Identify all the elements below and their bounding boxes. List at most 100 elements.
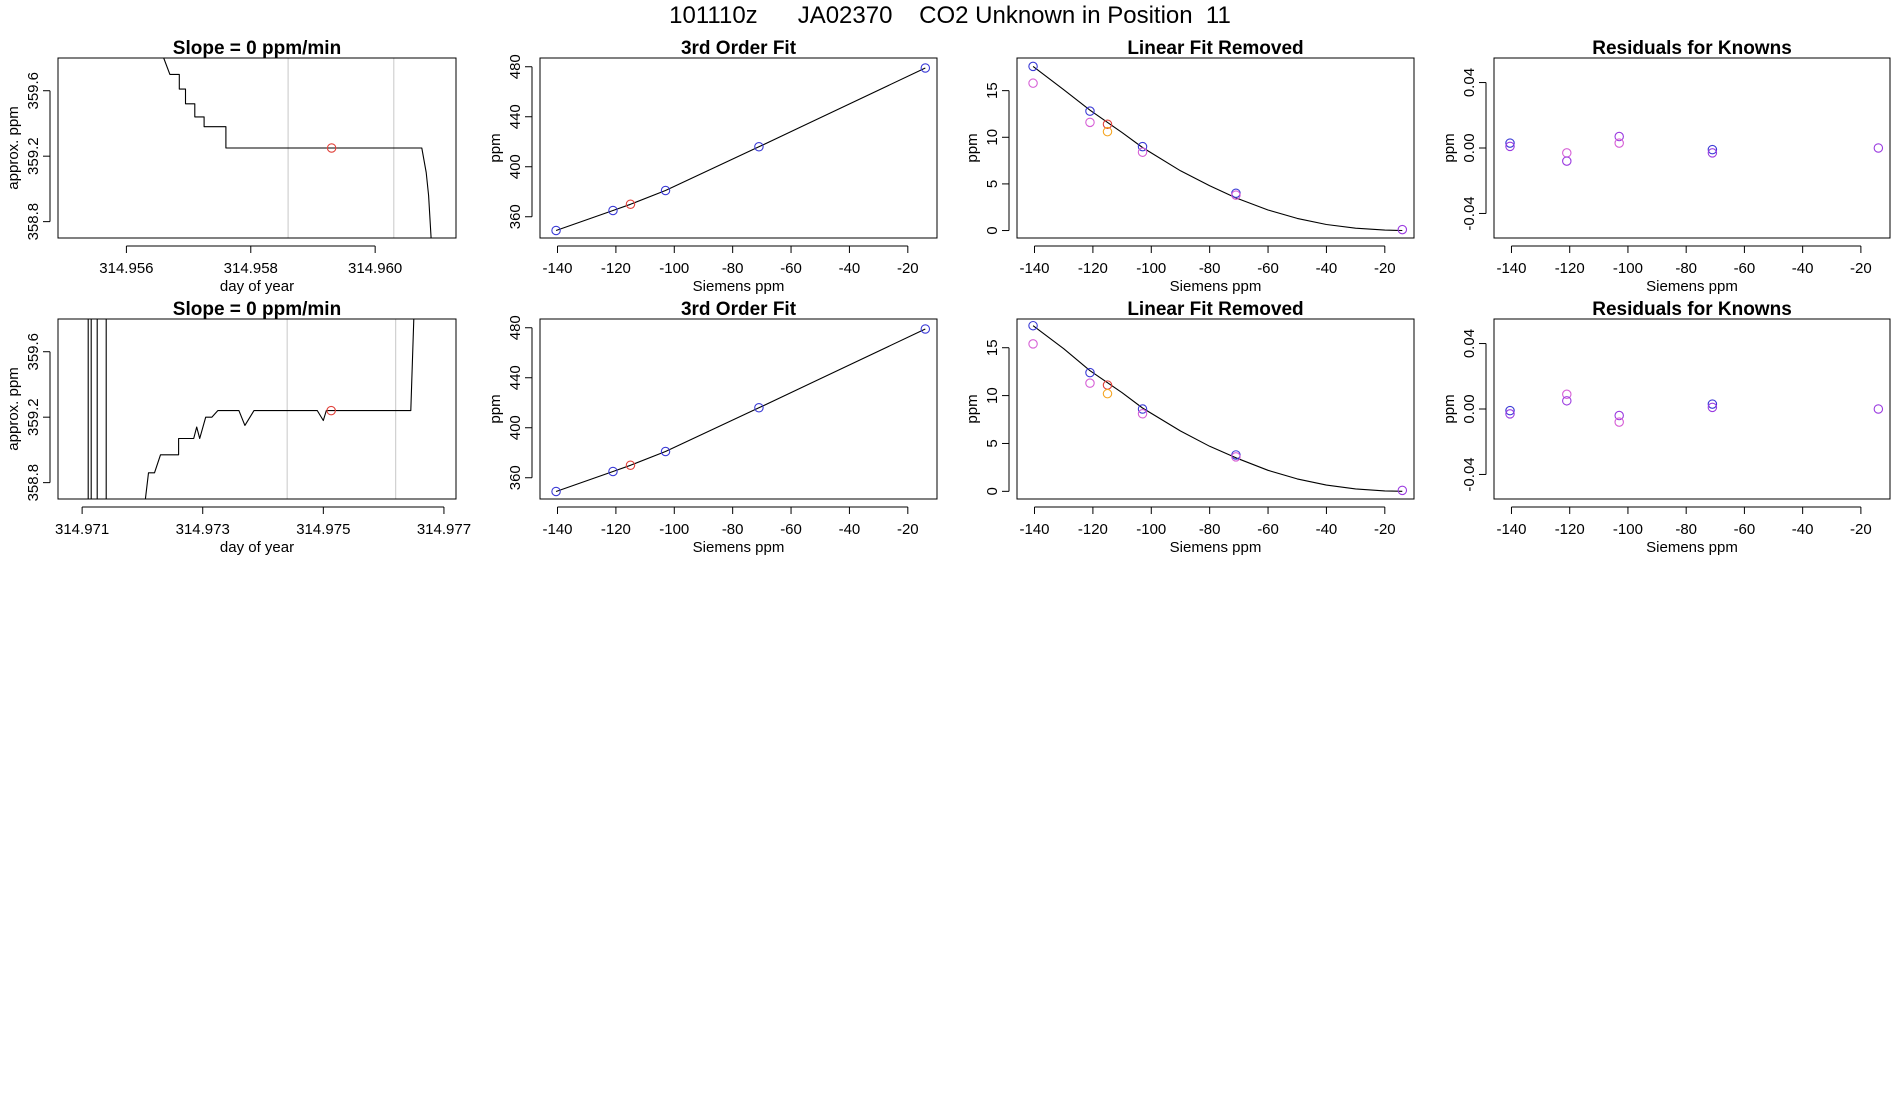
data-point	[1614, 131, 1624, 142]
y-tick-label: 0.00	[1461, 394, 1478, 423]
data-point	[1137, 409, 1148, 419]
x-tick-label: -20	[897, 521, 919, 538]
x-tick-label: -100	[659, 260, 689, 277]
x-tick-label: 314.971	[55, 521, 109, 538]
x-tick-label: -100	[1136, 521, 1166, 538]
data-point	[1231, 452, 1241, 462]
data-point	[1562, 148, 1572, 158]
y-tick-label: 360	[507, 465, 524, 490]
plot-area	[1505, 389, 1884, 427]
y-tick-label: 440	[507, 365, 524, 390]
data-point	[1137, 147, 1148, 157]
y-axis-label: ppm	[964, 133, 981, 162]
y-tick-label: 0	[984, 226, 1001, 234]
x-tick-label: -60	[1734, 260, 1756, 277]
y-tick-label: 15	[984, 82, 1001, 99]
data-point	[551, 225, 561, 236]
plot-area	[1505, 131, 1884, 166]
fit-curve	[1032, 65, 1403, 232]
title-tank-id: JA02370	[797, 2, 893, 29]
data-point	[551, 486, 561, 497]
plot-area	[551, 324, 931, 497]
x-axis-label: Siemens ppm	[693, 278, 785, 295]
data-point	[1397, 485, 1408, 496]
title-date-code: 101110z	[669, 2, 758, 29]
x-tick-label: -120	[601, 260, 631, 277]
data-point	[1231, 188, 1241, 198]
x-axis-label: Siemens ppm	[1170, 539, 1262, 556]
x-tick-label: -80	[722, 260, 744, 277]
y-tick-label: 0.00	[1461, 133, 1478, 162]
data-point	[1707, 402, 1718, 413]
y-tick-label: 440	[507, 104, 524, 129]
chart-title: Linear Fit Removed	[1127, 299, 1303, 320]
x-tick-label: -80	[1199, 260, 1221, 277]
y-axis-label: ppm	[487, 394, 504, 423]
y-tick-label: 359.2	[25, 398, 42, 436]
x-tick-label: -140	[542, 260, 572, 277]
y-axis-label: ppm	[1441, 394, 1458, 423]
x-tick-label: -140	[1496, 521, 1526, 538]
x-tick-label: -20	[1850, 260, 1872, 277]
fit-curve	[555, 328, 926, 493]
data-point	[1614, 410, 1624, 421]
data-point	[920, 324, 931, 334]
data-point	[660, 446, 671, 457]
y-tick-label: 358.8	[25, 203, 42, 241]
plot-frame	[1016, 318, 1415, 500]
y-tick-label: 15	[984, 339, 1001, 356]
x-tick-label: -20	[1850, 521, 1872, 538]
title-description: CO2 Unknown in Position 11	[919, 2, 1231, 29]
chart-title: Residuals for Knowns	[1592, 299, 1792, 320]
x-axis-label: Siemens ppm	[1646, 278, 1738, 295]
chart-r2c1: Slope = 0 ppm/min 314.971 314.973 314.975 31…	[5, 299, 471, 556]
x-tick-label: -40	[1316, 521, 1338, 538]
y-tick-label: 480	[507, 54, 524, 79]
chart-title: Slope = 0 ppm/min	[173, 299, 341, 320]
y-tick-label: 0	[984, 487, 1001, 495]
y-tick-label: 360	[507, 204, 524, 229]
x-tick-label: -120	[1555, 260, 1585, 277]
x-axis-label: day of year	[220, 539, 294, 556]
x-tick-label: -100	[1136, 260, 1166, 277]
x-tick-label: 314.975	[296, 521, 350, 538]
y-axis-label: ppm	[964, 394, 981, 423]
data-point	[625, 199, 636, 210]
y-tick-label: -0.04	[1461, 196, 1478, 230]
x-tick-label: -140	[1019, 260, 1049, 277]
data-point	[326, 405, 336, 416]
data-trace	[163, 58, 432, 238]
x-tick-label: -120	[1078, 521, 1108, 538]
plot-frame	[1493, 318, 1891, 500]
x-tick-label: 314.973	[176, 521, 230, 538]
chart-title: Slope = 0 ppm/min	[173, 38, 341, 59]
chart-r1c2: 3rd Order Fit -140 -120 -100 -80 -60 -40 -20 Sie…	[487, 38, 938, 295]
x-tick-label: -100	[1613, 521, 1643, 538]
x-tick-label: -40	[1792, 521, 1814, 538]
y-tick-label: 359.6	[25, 72, 42, 110]
y-axis-label: ppm	[487, 133, 504, 162]
data-point	[1397, 224, 1408, 235]
y-tick-label: 400	[507, 415, 524, 440]
x-tick-label: -80	[1199, 521, 1221, 538]
x-tick-label: 314.960	[348, 260, 402, 277]
chart-title: 3rd Order Fit	[681, 38, 797, 59]
x-axis-label: Siemens ppm	[1646, 539, 1738, 556]
data-point	[1505, 141, 1515, 152]
data-point	[1614, 138, 1624, 148]
y-tick-label: -0.04	[1461, 457, 1478, 491]
data-point	[326, 143, 337, 153]
x-tick-label: -120	[1555, 521, 1585, 538]
plot-area	[163, 58, 432, 238]
data-point	[1028, 339, 1038, 349]
y-tick-label: 358.8	[25, 464, 42, 502]
x-tick-label: -140	[1019, 521, 1049, 538]
chart-r2c2: 3rd Order Fit -140 -120 -100 -80 -60 -40 -20 Sie…	[487, 299, 938, 556]
plot-area	[551, 63, 931, 236]
data-point	[1028, 78, 1038, 88]
chart-r1c4: Residuals for Knowns -140 -120 -100 -80 -60 -4…	[1441, 38, 1891, 295]
data-point	[1102, 119, 1113, 129]
x-tick-label: 314.977	[417, 521, 471, 538]
data-point	[1137, 141, 1148, 152]
